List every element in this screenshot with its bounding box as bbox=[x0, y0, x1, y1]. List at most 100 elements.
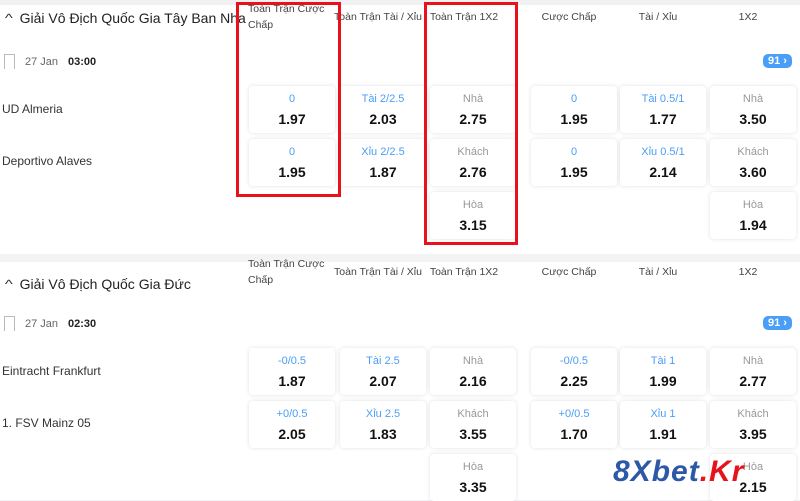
more-markets-button[interactable]: 91 › bbox=[763, 316, 792, 330]
column-header: Toàn Trận Cược Chấp bbox=[248, 258, 325, 286]
odds-value: 2.03 bbox=[369, 111, 397, 127]
team-name: UD Almeria bbox=[2, 102, 63, 116]
match-datetime: 27 Jan 03:00 bbox=[4, 54, 96, 69]
league-name: Giải Vô Địch Quốc Gia Tây Ban Nha bbox=[19, 10, 246, 26]
odds-cell[interactable]: Tài 1 1.99 bbox=[620, 348, 706, 395]
column-header: Toàn Trận 1X2 bbox=[429, 11, 499, 23]
odds-cell[interactable]: Hòa 3.35 bbox=[430, 454, 516, 501]
odds-value: 1.77 bbox=[649, 111, 677, 127]
odds-label: +0/0.5 bbox=[558, 408, 590, 420]
bookmark-icon[interactable] bbox=[4, 54, 15, 69]
chevron-up-icon[interactable]: ^ bbox=[4, 11, 13, 25]
odds-label: Nhà bbox=[462, 93, 484, 105]
odds-value: 3.15 bbox=[459, 217, 487, 233]
league-header[interactable]: ^ Giải Vô Địch Quốc Gia Đức bbox=[4, 276, 191, 292]
match-date: 27 Jan bbox=[25, 317, 59, 330]
league-name: Giải Vô Địch Quốc Gia Đức bbox=[19, 276, 191, 292]
odds-cell[interactable]: 0 1.95 bbox=[531, 86, 617, 133]
team-name: 1. FSV Mainz 05 bbox=[2, 416, 91, 430]
odds-label: +0/0.5 bbox=[276, 408, 308, 420]
match-time: 03:00 bbox=[68, 55, 97, 68]
odds-label: Nhà bbox=[742, 93, 764, 105]
odds-cell[interactable]: Hòa 2.15 bbox=[710, 454, 796, 501]
odds-cell[interactable]: Tài 2/2.5 2.03 bbox=[340, 86, 426, 133]
odds-value: 3.95 bbox=[739, 426, 767, 442]
odds-value: 1.99 bbox=[649, 373, 677, 389]
odds-label: Xỉu 2/2.5 bbox=[361, 146, 405, 158]
odds-label: 0 bbox=[570, 146, 578, 158]
odds-cell[interactable]: -0/0.5 2.25 bbox=[531, 348, 617, 395]
odds-value: 2.76 bbox=[459, 164, 487, 180]
odds-value: 1.95 bbox=[560, 111, 588, 127]
odds-cell[interactable]: +0/0.5 2.05 bbox=[249, 401, 335, 448]
odds-cell[interactable]: 0 1.97 bbox=[249, 86, 335, 133]
odds-value: 1.95 bbox=[560, 164, 588, 180]
odds-value: 3.50 bbox=[739, 111, 767, 127]
odds-cell[interactable]: 0 1.95 bbox=[249, 139, 335, 186]
odds-value: 2.07 bbox=[369, 373, 397, 389]
odds-label: -0/0.5 bbox=[277, 355, 307, 367]
odds-value: 2.75 bbox=[459, 111, 487, 127]
odds-label: Hòa bbox=[742, 461, 764, 473]
chevron-up-icon[interactable]: ^ bbox=[4, 277, 13, 291]
odds-cell[interactable]: Xỉu 0.5/1 2.14 bbox=[620, 139, 706, 186]
odds-label: Nhà bbox=[742, 355, 764, 367]
odds-label: Khách bbox=[457, 146, 489, 158]
odds-cell[interactable]: Khách 3.60 bbox=[710, 139, 796, 186]
odds-value: 1.70 bbox=[560, 426, 588, 442]
league-section-germany: ^ Giải Vô Địch Quốc Gia Đức Toàn Trận Cược… bbox=[0, 258, 800, 501]
odds-value: 1.94 bbox=[739, 217, 767, 233]
odds-label: 0 bbox=[570, 93, 578, 105]
odds-cell[interactable]: Khách 2.76 bbox=[430, 139, 516, 186]
odds-cell[interactable]: Nhà 2.16 bbox=[430, 348, 516, 395]
odds-value: 2.15 bbox=[739, 479, 767, 495]
column-header: 1X2 bbox=[738, 266, 758, 278]
column-header: Tài / Xỉu bbox=[638, 266, 678, 278]
odds-cell[interactable]: 0 1.95 bbox=[531, 139, 617, 186]
odds-label: 0 bbox=[288, 146, 296, 158]
odds-label: Hòa bbox=[462, 199, 484, 211]
odds-label: Hòa bbox=[462, 461, 484, 473]
odds-label: Tài 1 bbox=[650, 355, 676, 367]
odds-label: Khách bbox=[737, 408, 769, 420]
odds-cell[interactable]: Hòa 1.94 bbox=[710, 192, 796, 239]
odds-cell[interactable]: Nhà 2.75 bbox=[430, 86, 516, 133]
odds-cell[interactable]: Hòa 3.15 bbox=[430, 192, 516, 239]
odds-label: Xỉu 0.5/1 bbox=[641, 146, 685, 158]
more-markets-button[interactable]: 91 › bbox=[763, 54, 792, 68]
odds-cell[interactable]: Khách 3.95 bbox=[710, 401, 796, 448]
odds-value: 3.55 bbox=[459, 426, 487, 442]
odds-label: Xỉu 1 bbox=[650, 408, 676, 420]
odds-cell[interactable]: -0/0.5 1.87 bbox=[249, 348, 335, 395]
watermark-logo: 8Xbet.Kr bbox=[613, 455, 745, 488]
odds-value: 1.91 bbox=[649, 426, 677, 442]
odds-label: 0 bbox=[288, 93, 296, 105]
odds-cell[interactable]: Khách 3.55 bbox=[430, 401, 516, 448]
odds-label: Khách bbox=[737, 146, 769, 158]
column-header: Cược Chấp bbox=[541, 11, 597, 23]
odds-cell[interactable]: +0/0.5 1.70 bbox=[531, 401, 617, 448]
team-name: Eintracht Frankfurt bbox=[2, 364, 101, 378]
odds-value: 1.87 bbox=[278, 373, 306, 389]
odds-cell[interactable]: Xỉu 1 1.91 bbox=[620, 401, 706, 448]
odds-cell[interactable]: Tài 2.5 2.07 bbox=[340, 348, 426, 395]
bookmark-icon[interactable] bbox=[4, 316, 15, 331]
odds-value: 3.60 bbox=[739, 164, 767, 180]
match-time: 02:30 bbox=[68, 317, 97, 330]
odds-label: -0/0.5 bbox=[559, 355, 589, 367]
league-header[interactable]: ^ Giải Vô Địch Quốc Gia Tây Ban Nha bbox=[4, 10, 246, 26]
odds-value: 3.35 bbox=[459, 479, 487, 495]
odds-cell[interactable]: Xỉu 2.5 1.83 bbox=[340, 401, 426, 448]
odds-value: 2.25 bbox=[560, 373, 588, 389]
odds-cell[interactable]: Nhà 2.77 bbox=[710, 348, 796, 395]
odds-label: Tài 0.5/1 bbox=[641, 93, 685, 105]
team-name: Deportivo Alaves bbox=[2, 154, 93, 168]
odds-cell[interactable]: Tài 0.5/1 1.77 bbox=[620, 86, 706, 133]
odds-cell[interactable]: Nhà 3.50 bbox=[710, 86, 796, 133]
odds-cell[interactable]: Xỉu 2/2.5 1.87 bbox=[340, 139, 426, 186]
match-datetime: 27 Jan 02:30 bbox=[4, 316, 96, 331]
odds-value: 2.77 bbox=[739, 373, 767, 389]
column-header: Tài / Xỉu bbox=[638, 11, 678, 23]
odds-label: Tài 2/2.5 bbox=[361, 93, 405, 105]
column-header: Toàn Trận 1X2 bbox=[429, 266, 499, 278]
